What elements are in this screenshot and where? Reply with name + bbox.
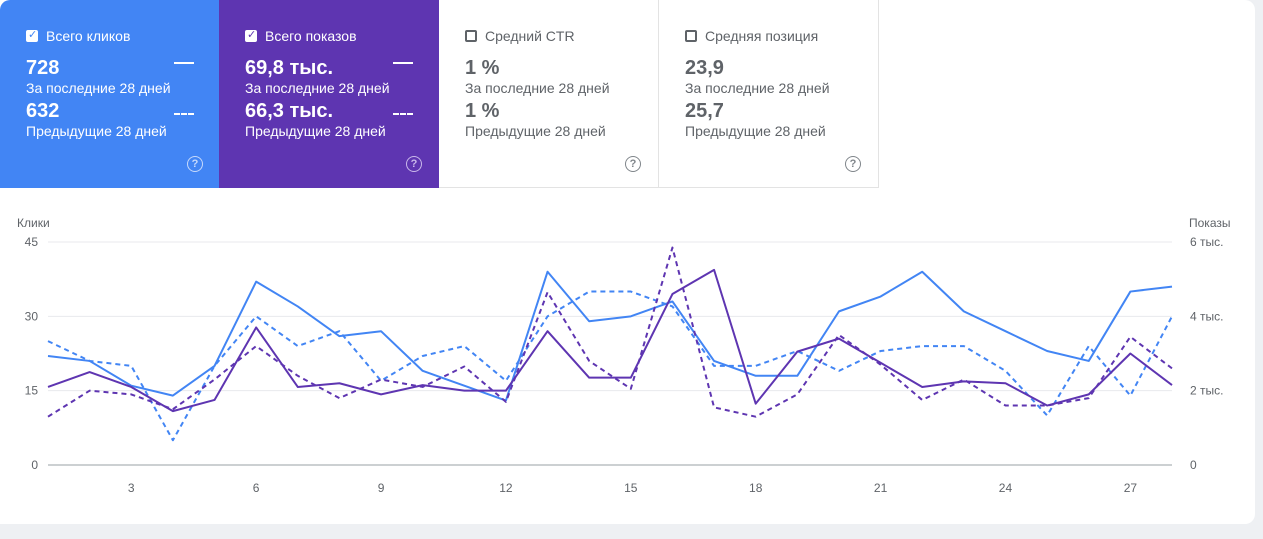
right-tick-label: 0	[1190, 458, 1197, 472]
clicks-solid-series-line	[47, 270, 1173, 402]
x-tick-label: 6	[253, 481, 260, 495]
performance-chart[interactable]: 45 6 тыс. 30 4 тыс. 15 2 тыс. 0 0 3 6 9 12 15 18 21 24 2…	[0, 205, 1255, 505]
x-tick-label: 12	[499, 481, 513, 495]
clicks-checkbox[interactable]: ✓	[26, 29, 38, 42]
impressions-checkbox[interactable]: ✓	[245, 29, 257, 42]
previous-period-label: Предыдущие 28 дней	[685, 123, 826, 139]
current-value: 69,8 тыс.	[245, 57, 334, 79]
dashed-line-legend-icon	[174, 113, 194, 115]
previous-period-label: Предыдущие 28 дней	[465, 123, 606, 139]
previous-value: 632	[26, 100, 60, 122]
right-axis-title: Показы	[1189, 216, 1231, 230]
x-tick-label: 21	[874, 481, 888, 495]
help-icon[interactable]: ?	[406, 156, 422, 172]
x-tick-label: 18	[749, 481, 763, 495]
previous-value: 66,3 тыс.	[245, 100, 334, 122]
position-checkbox[interactable]	[685, 30, 697, 42]
total-clicks-card[interactable]: ✓ Всего кликов 728 За последние 28 дней …	[0, 0, 220, 188]
card-label: Всего кликов	[46, 28, 131, 44]
x-tick-label: 27	[1124, 481, 1138, 495]
current-period-label: За последние 28 дней	[685, 80, 830, 96]
x-tick-label: 15	[624, 481, 638, 495]
x-tick-label: 3	[128, 481, 135, 495]
current-period-label: За последние 28 дней	[26, 80, 171, 96]
x-tick-label: 24	[999, 481, 1013, 495]
help-icon[interactable]: ?	[187, 156, 203, 172]
left-axis-title: Клики	[17, 216, 50, 230]
help-icon[interactable]: ?	[625, 156, 641, 172]
checkmark-icon: ✓	[247, 29, 257, 41]
average-position-card[interactable]: Средняя позиция 23,9 За последние 28 дне…	[659, 0, 879, 188]
solid-line-legend-icon	[393, 62, 413, 64]
left-tick-label: 30	[25, 309, 39, 323]
previous-period-label: Предыдущие 28 дней	[245, 123, 386, 139]
card-label: Средний CTR	[485, 28, 575, 44]
clicks-dashed-series-line	[47, 290, 1173, 442]
left-tick-label: 0	[31, 458, 38, 472]
checkmark-icon: ✓	[28, 29, 38, 41]
dashed-line-legend-icon	[393, 113, 413, 115]
right-tick-label: 4 тыс.	[1190, 309, 1223, 323]
impressions-solid-series-line	[47, 268, 1173, 413]
card-label: Всего показов	[265, 28, 357, 44]
current-value: 23,9	[685, 57, 724, 79]
performance-panel: ✓ Всего кликов 728 За последние 28 дней …	[0, 0, 1255, 524]
x-tick-label: 9	[378, 481, 385, 495]
previous-value: 1 %	[465, 100, 500, 122]
right-tick-label: 6 тыс.	[1190, 235, 1223, 249]
current-period-label: За последние 28 дней	[245, 80, 390, 96]
current-value: 1 %	[465, 57, 500, 79]
ctr-checkbox[interactable]	[465, 30, 477, 42]
card-label: Средняя позиция	[705, 28, 819, 44]
left-tick-label: 45	[25, 235, 39, 249]
solid-line-legend-icon	[174, 62, 194, 64]
previous-period-label: Предыдущие 28 дней	[26, 123, 167, 139]
total-impressions-card[interactable]: ✓ Всего показов 69,8 тыс. За последние 2…	[219, 0, 439, 188]
average-ctr-card[interactable]: Средний CTR 1 % За последние 28 дней 1 %…	[439, 0, 659, 188]
current-period-label: За последние 28 дней	[465, 80, 610, 96]
right-tick-label: 2 тыс.	[1190, 384, 1223, 398]
current-value: 728	[26, 57, 60, 79]
help-icon[interactable]: ?	[845, 156, 861, 172]
previous-value: 25,7	[685, 100, 724, 122]
left-tick-label: 15	[25, 384, 39, 398]
impressions-dashed-series-line	[47, 246, 1173, 418]
